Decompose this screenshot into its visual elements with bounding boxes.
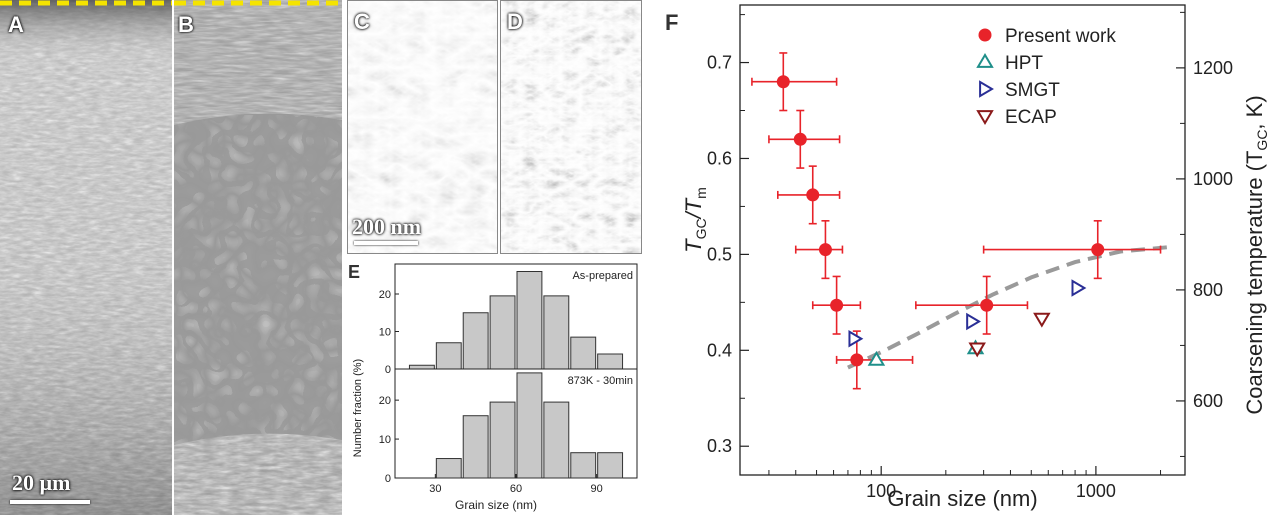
e-bottom-histogram: 0 10 20 873K - 30min 30 60 90 bbox=[379, 368, 638, 495]
e-x-tick-label: 60 bbox=[510, 483, 522, 495]
f-legend-marker bbox=[976, 53, 994, 68]
panel-e: E Number fraction (%) Grain size (nm) 0 1… bbox=[343, 256, 643, 515]
f-plot-area: 100 1000 0.3 0.4 0.5 0.6 0.7 600 800 1000 1200 Grai… bbox=[681, 4, 1270, 511]
panel-c-micrograph bbox=[348, 1, 497, 253]
f-y-tick-label: 0.5 bbox=[707, 244, 732, 264]
e-y-tick-label: 20 bbox=[379, 289, 391, 301]
e-histogram-title: As-prepared bbox=[572, 270, 633, 282]
f-y2-tick-label: 1000 bbox=[1193, 169, 1233, 189]
f-legend-label: HPT bbox=[1005, 53, 1043, 74]
e-bar bbox=[570, 336, 597, 370]
f-y2-label-sub: GC bbox=[1254, 130, 1270, 151]
f-y2-tick-label: 1200 bbox=[1193, 58, 1233, 78]
f-x-tick-label: 100 bbox=[866, 481, 896, 501]
f-y2-axis-label: Coarsening temperature (TGC, K) bbox=[1242, 95, 1270, 414]
e-bar bbox=[543, 295, 570, 370]
f-legend-marker bbox=[978, 28, 992, 42]
panel-d-micrograph bbox=[501, 1, 641, 253]
f-point-smgt bbox=[966, 312, 982, 331]
panel-b: B bbox=[174, 0, 342, 515]
e-x-axis-label: Grain size (nm) bbox=[455, 498, 537, 512]
f-point-present-work bbox=[1091, 243, 1105, 257]
panel-f-chart: F 100 1000 0.3 0.4 0.5 0.6 0.7 600 800 1000 1200 Gr… bbox=[665, 4, 1270, 511]
panel-a-micrograph bbox=[0, 0, 172, 515]
f-point-present-work bbox=[980, 298, 994, 312]
f-frame bbox=[739, 4, 1186, 476]
f-point-present-work bbox=[850, 353, 864, 367]
f-legend-marker bbox=[979, 80, 994, 98]
panel-e-label: E bbox=[348, 262, 360, 282]
f-y2-label-main: Coarsening temperature (T bbox=[1242, 151, 1267, 415]
f-legend-label: SMGT bbox=[1005, 80, 1060, 101]
f-point-present-work bbox=[806, 188, 820, 202]
f-fit-curve bbox=[847, 244, 1174, 370]
e-bar bbox=[435, 458, 462, 479]
f-point-present-work bbox=[818, 243, 832, 257]
f-y-tick-label: 0.4 bbox=[707, 340, 732, 360]
f-point-present-work bbox=[793, 132, 807, 146]
e-y-tick-label: 10 bbox=[379, 434, 391, 446]
f-y-label-mid: /T bbox=[681, 197, 706, 220]
e-bar bbox=[462, 415, 489, 479]
panel-d-label: D bbox=[507, 9, 523, 34]
e-bar bbox=[597, 452, 624, 479]
e-histogram-title: 873K - 30min bbox=[568, 375, 633, 387]
panel-e-histograms: E Number fraction (%) Grain size (nm) 0 1… bbox=[348, 262, 638, 512]
f-legend-label: ECAP bbox=[1005, 107, 1057, 128]
f-y-tick-label: 0.6 bbox=[707, 148, 732, 168]
f-point-present-work bbox=[830, 298, 844, 312]
panel-c-scale-text: 200 nm bbox=[352, 214, 422, 239]
panel-f-label: F bbox=[665, 10, 678, 35]
panel-a-label: A bbox=[8, 12, 24, 37]
f-legend-label: Present work bbox=[1005, 26, 1116, 47]
panel-c-scale-bar bbox=[354, 241, 418, 245]
f-legend-marker bbox=[976, 110, 994, 125]
e-x-tick-label: 30 bbox=[429, 483, 441, 495]
f-y2-label-end: , K) bbox=[1242, 95, 1267, 129]
e-bar bbox=[489, 295, 516, 370]
f-y-label-sub1: GC bbox=[693, 218, 709, 239]
panel-b-micrograph bbox=[174, 0, 342, 515]
e-x-tick-label: 90 bbox=[591, 483, 603, 495]
e-y-axis-label: Number fraction (%) bbox=[352, 359, 364, 457]
e-bar bbox=[597, 353, 624, 370]
e-y-tick-label: 20 bbox=[379, 395, 391, 407]
panel-f: F 100 1000 0.3 0.4 0.5 0.6 0.7 600 800 1000 1200 Gr… bbox=[645, 0, 1280, 515]
f-y-label-t: T bbox=[681, 238, 706, 253]
panel-c: C 200 nm bbox=[347, 0, 498, 254]
e-bar bbox=[516, 271, 543, 370]
panel-a-scale-bar bbox=[10, 500, 90, 504]
f-point-ecap bbox=[1033, 312, 1051, 328]
e-y-tick-label: 0 bbox=[385, 473, 391, 485]
f-y2-tick-label: 600 bbox=[1193, 391, 1223, 411]
f-y-axis-label: TGC/Tm bbox=[681, 187, 709, 253]
e-bar bbox=[435, 342, 462, 370]
panel-a: A 20 µm bbox=[0, 0, 172, 515]
f-y-tick-label: 0.3 bbox=[707, 436, 732, 456]
e-y-tick-label: 10 bbox=[379, 327, 391, 339]
panel-c-label: C bbox=[354, 9, 370, 34]
f-point-smgt bbox=[848, 330, 864, 348]
f-y-label-sub2: m bbox=[693, 187, 709, 199]
f-point-smgt bbox=[1071, 279, 1087, 297]
f-y2-tick-label: 800 bbox=[1193, 280, 1223, 300]
e-y-tick-label: 0 bbox=[385, 364, 391, 376]
f-x-axis-label: Grain size (nm) bbox=[887, 486, 1037, 511]
panel-a-scale-text: 20 µm bbox=[12, 470, 71, 495]
e-bar bbox=[462, 312, 489, 370]
e-bar bbox=[543, 401, 570, 479]
f-x-tick-label: 1000 bbox=[1076, 481, 1116, 501]
e-bar bbox=[516, 372, 543, 479]
f-point-present-work bbox=[776, 75, 790, 89]
f-y-tick-label: 0.7 bbox=[707, 53, 732, 73]
f-point-hpt bbox=[867, 350, 886, 366]
panel-b-label: B bbox=[178, 12, 194, 37]
e-bar bbox=[408, 364, 435, 370]
e-bar bbox=[570, 452, 597, 479]
e-top-histogram: 0 10 20 As-prepared bbox=[379, 263, 638, 376]
f-point-ecap bbox=[968, 342, 986, 358]
panel-d: D bbox=[500, 0, 642, 254]
e-bar bbox=[489, 401, 516, 479]
